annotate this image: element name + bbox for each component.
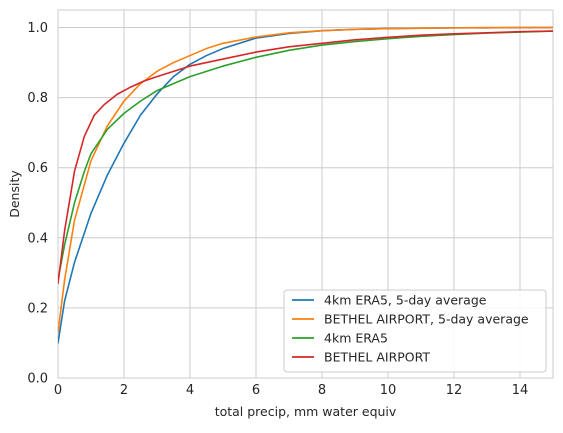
legend-entry: 4km ERA5 <box>324 331 388 346</box>
tick-labels: 0 2 4 6 8 10 12 14 0.0 0.2 0.4 0.6 0.8 1.0 <box>27 21 528 398</box>
x-tick-label: 14 <box>512 383 529 398</box>
y-tick-label: 0.8 <box>27 91 48 106</box>
legend-box <box>283 289 547 373</box>
legend-entry: BETHEL AIRPORT, 5-day average <box>324 312 529 327</box>
y-tick-label: 1.0 <box>27 21 48 36</box>
series-line-2 <box>58 30 553 281</box>
x-tick-label: 4 <box>186 383 194 398</box>
y-tick-label: 0.4 <box>27 231 48 246</box>
x-tick-label: 6 <box>252 383 260 398</box>
plot-border <box>57 9 554 379</box>
x-tick-label: 0 <box>54 383 62 398</box>
legend-entry: 4km ERA5, 5-day average <box>324 293 487 308</box>
x-tick-label: 12 <box>446 383 463 398</box>
y-tick-label: 0.0 <box>27 372 48 387</box>
x-axis-label: total precip, mm water equiv <box>215 404 397 419</box>
y-tick-label: 0.2 <box>27 301 48 316</box>
y-axis-label: Density <box>7 170 22 218</box>
x-tick-label: 10 <box>380 383 397 398</box>
series-line-3 <box>58 30 553 285</box>
legend-entry: BETHEL AIRPORT <box>324 350 430 365</box>
series-lines <box>58 26 553 344</box>
legend: 4km ERA5, 5-day average BETHEL AIRPORT, 5… <box>283 289 547 373</box>
series-line-1 <box>58 26 553 334</box>
y-tick-label: 0.6 <box>27 161 48 176</box>
x-tick-label: 8 <box>318 383 326 398</box>
x-tick-label: 2 <box>120 383 128 398</box>
